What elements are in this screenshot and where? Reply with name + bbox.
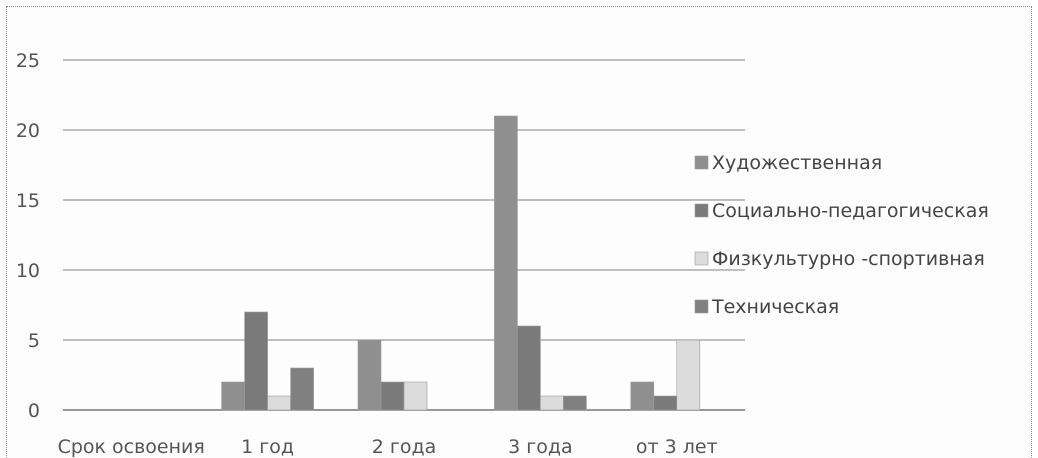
- bar: [676, 339, 701, 411]
- bar: [357, 339, 382, 411]
- gridlines: [63, 59, 745, 411]
- bar: [563, 395, 587, 411]
- bar: [403, 381, 428, 411]
- bar: [630, 381, 655, 411]
- legend-swatch: [694, 203, 709, 218]
- y-tick-label: 15: [16, 190, 40, 212]
- legend-label: Социально-педагогическая: [712, 200, 989, 222]
- y-tick-label: 5: [28, 330, 40, 352]
- legend-swatch: [694, 251, 709, 266]
- x-tick-label: Срок освоения: [58, 436, 205, 458]
- y-tick-label: 10: [16, 260, 40, 282]
- legend: Художественная Социально-педагогическая Фи…: [694, 152, 989, 318]
- legend-label: Художественная: [712, 152, 882, 174]
- y-tick-label: 0: [28, 400, 40, 422]
- bar: [517, 325, 541, 411]
- bars: [221, 115, 701, 411]
- legend-swatch: [694, 299, 709, 314]
- bar: [540, 395, 564, 411]
- bar: [221, 381, 245, 411]
- bar: [380, 381, 405, 411]
- y-tick-label: 20: [16, 120, 40, 142]
- bar: [653, 395, 678, 411]
- x-axis-ticks: Срок освоения 1 год 2 года 3 года от 3 лет: [58, 436, 718, 458]
- y-tick-label: 25: [16, 50, 40, 72]
- x-tick-label: 2 года: [372, 436, 437, 458]
- x-tick-label: 1 год: [241, 436, 294, 458]
- y-axis-ticks: 0 5 10 15 20 25: [16, 50, 40, 422]
- bar: [244, 311, 268, 411]
- x-tick-label: 3 года: [508, 436, 573, 458]
- bar: [494, 115, 518, 411]
- legend-label: Физкультурно -спортивная: [712, 248, 985, 270]
- legend-swatch: [694, 155, 709, 170]
- legend-label: Техническая: [711, 296, 839, 318]
- x-tick-label: от 3 лет: [636, 436, 718, 458]
- bar: [267, 395, 291, 411]
- bar: [290, 367, 314, 411]
